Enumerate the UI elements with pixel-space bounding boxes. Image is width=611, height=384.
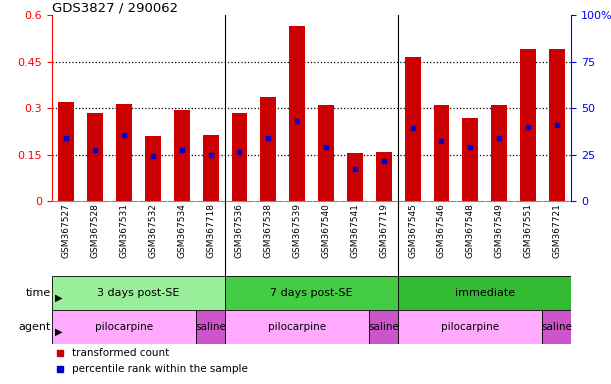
Bar bbox=[232, 113, 247, 201]
Text: GSM367541: GSM367541 bbox=[350, 204, 359, 258]
Text: GSM367546: GSM367546 bbox=[437, 204, 446, 258]
Bar bbox=[543, 310, 571, 344]
Bar bbox=[398, 276, 571, 310]
Bar bbox=[347, 153, 363, 201]
Text: GSM367534: GSM367534 bbox=[177, 204, 186, 258]
Text: 7 days post-SE: 7 days post-SE bbox=[270, 288, 353, 298]
Bar bbox=[463, 118, 478, 201]
Bar bbox=[520, 50, 536, 201]
Bar bbox=[434, 105, 449, 201]
Bar bbox=[116, 104, 132, 201]
Text: GDS3827 / 290062: GDS3827 / 290062 bbox=[52, 1, 178, 14]
Bar bbox=[52, 276, 225, 310]
Bar bbox=[87, 113, 103, 201]
Bar bbox=[376, 152, 392, 201]
Text: GSM367536: GSM367536 bbox=[235, 204, 244, 258]
Text: GSM367527: GSM367527 bbox=[62, 204, 71, 258]
Text: transformed count: transformed count bbox=[71, 348, 169, 358]
Text: GSM367539: GSM367539 bbox=[293, 204, 302, 258]
Text: ▶: ▶ bbox=[55, 327, 62, 337]
Text: 3 days post-SE: 3 days post-SE bbox=[97, 288, 180, 298]
Bar bbox=[174, 110, 189, 201]
Text: GSM367532: GSM367532 bbox=[148, 204, 158, 258]
Bar bbox=[404, 57, 420, 201]
Text: GSM367718: GSM367718 bbox=[206, 204, 215, 258]
Bar bbox=[59, 102, 75, 201]
Bar bbox=[196, 310, 225, 344]
Text: saline: saline bbox=[195, 322, 226, 332]
Text: agent: agent bbox=[18, 322, 51, 332]
Bar bbox=[369, 310, 398, 344]
Bar bbox=[52, 310, 196, 344]
Bar bbox=[491, 105, 507, 201]
Bar bbox=[225, 276, 398, 310]
Text: ▶: ▶ bbox=[55, 293, 62, 303]
Bar bbox=[318, 105, 334, 201]
Bar bbox=[203, 135, 219, 201]
Bar bbox=[225, 310, 369, 344]
Text: GSM367719: GSM367719 bbox=[379, 204, 388, 258]
Bar bbox=[549, 50, 565, 201]
Text: GSM367549: GSM367549 bbox=[495, 204, 503, 258]
Text: GSM367548: GSM367548 bbox=[466, 204, 475, 258]
Text: GSM367528: GSM367528 bbox=[90, 204, 100, 258]
Text: pilocarpine: pilocarpine bbox=[95, 322, 153, 332]
Bar bbox=[145, 136, 161, 201]
Bar bbox=[289, 26, 305, 201]
Bar bbox=[398, 310, 543, 344]
Text: GSM367531: GSM367531 bbox=[120, 204, 128, 258]
Text: time: time bbox=[26, 288, 51, 298]
Text: saline: saline bbox=[368, 322, 399, 332]
Text: pilocarpine: pilocarpine bbox=[268, 322, 326, 332]
Text: GSM367540: GSM367540 bbox=[321, 204, 331, 258]
Text: GSM367721: GSM367721 bbox=[552, 204, 562, 258]
Text: GSM367551: GSM367551 bbox=[524, 204, 533, 258]
Text: GSM367545: GSM367545 bbox=[408, 204, 417, 258]
Bar bbox=[260, 98, 276, 201]
Text: saline: saline bbox=[541, 322, 573, 332]
Text: immediate: immediate bbox=[455, 288, 515, 298]
Text: GSM367538: GSM367538 bbox=[264, 204, 273, 258]
Text: percentile rank within the sample: percentile rank within the sample bbox=[71, 364, 247, 374]
Text: pilocarpine: pilocarpine bbox=[441, 322, 499, 332]
